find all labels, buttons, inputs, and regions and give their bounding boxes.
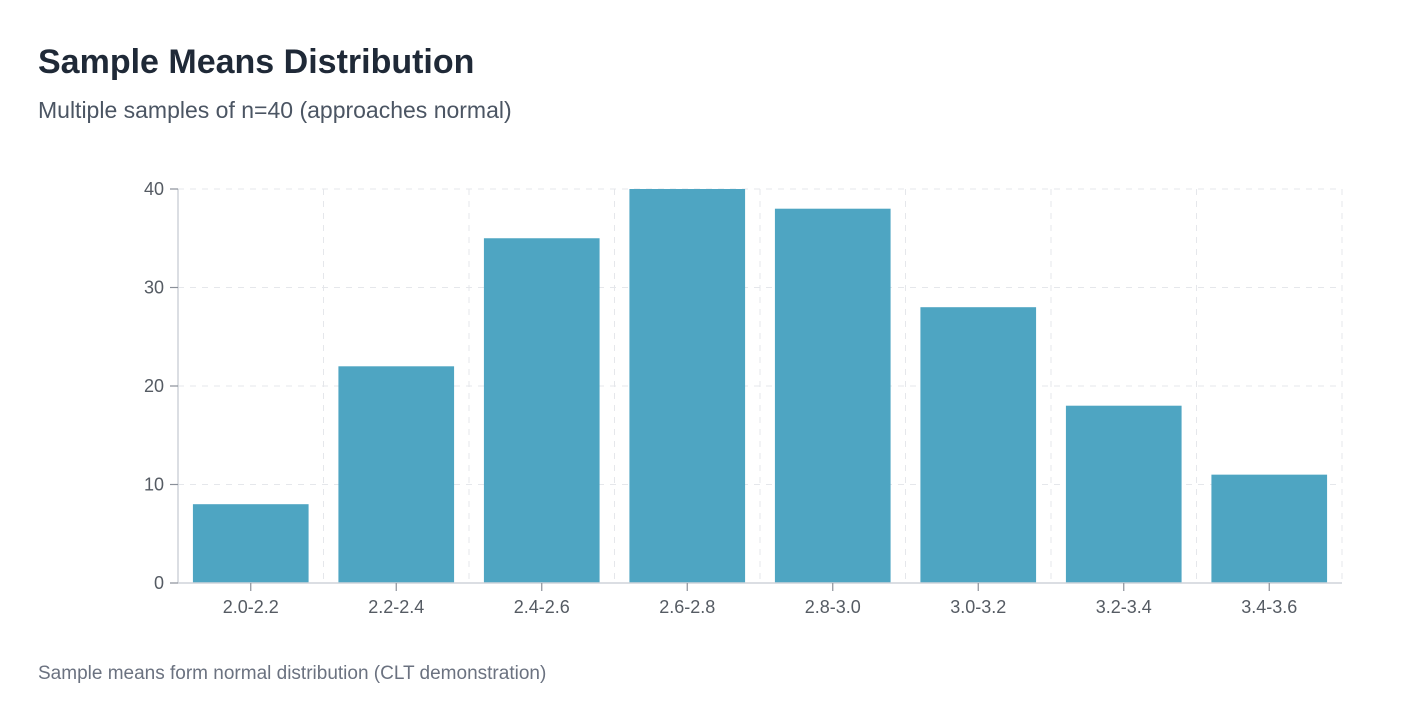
chart-footnote: Sample means form normal distribution (C…: [38, 663, 547, 684]
chart-title: Sample Means Distribution: [38, 43, 475, 81]
bar-2.4-2.6[interactable]: [483, 238, 600, 583]
bar-2.2-2.4[interactable]: [338, 366, 455, 583]
x-tick-label: 2.4-2.6: [514, 597, 570, 617]
bar-3.0-3.2[interactable]: [920, 307, 1037, 583]
x-tick-label: 2.6-2.8: [659, 597, 715, 617]
x-tick-label: 3.0-3.2: [950, 597, 1006, 617]
x-tick-label: 3.2-3.4: [1096, 597, 1152, 617]
x-tick-label: 2.0-2.2: [223, 597, 279, 617]
x-tick-label: 2.2-2.4: [368, 597, 424, 617]
bar-2.0-2.2[interactable]: [192, 504, 309, 583]
chart-subtitle: Multiple samples of n=40 (approaches nor…: [38, 97, 512, 123]
bar-2.6-2.8[interactable]: [629, 189, 746, 583]
x-tick-label: 3.4-3.6: [1241, 597, 1297, 617]
bar-2.8-3.0[interactable]: [774, 208, 891, 583]
bar-3.4-3.6[interactable]: [1211, 474, 1328, 583]
bars: [192, 189, 1328, 583]
y-tick-label: 40: [144, 179, 164, 199]
bar-3.2-3.4[interactable]: [1065, 405, 1182, 583]
axes: [170, 188, 1342, 591]
y-tick-label: 0: [154, 573, 164, 593]
tick-labels: 0 10 20 30 40 2.0-2.2 2.2-2.4 2.4-2.6 2.6-2.8 2.8…: [144, 179, 1297, 617]
y-tick-label: 10: [144, 475, 164, 495]
y-tick-label: 20: [144, 376, 164, 396]
x-tick-label: 2.8-3.0: [805, 597, 861, 617]
y-tick-label: 30: [144, 278, 164, 298]
